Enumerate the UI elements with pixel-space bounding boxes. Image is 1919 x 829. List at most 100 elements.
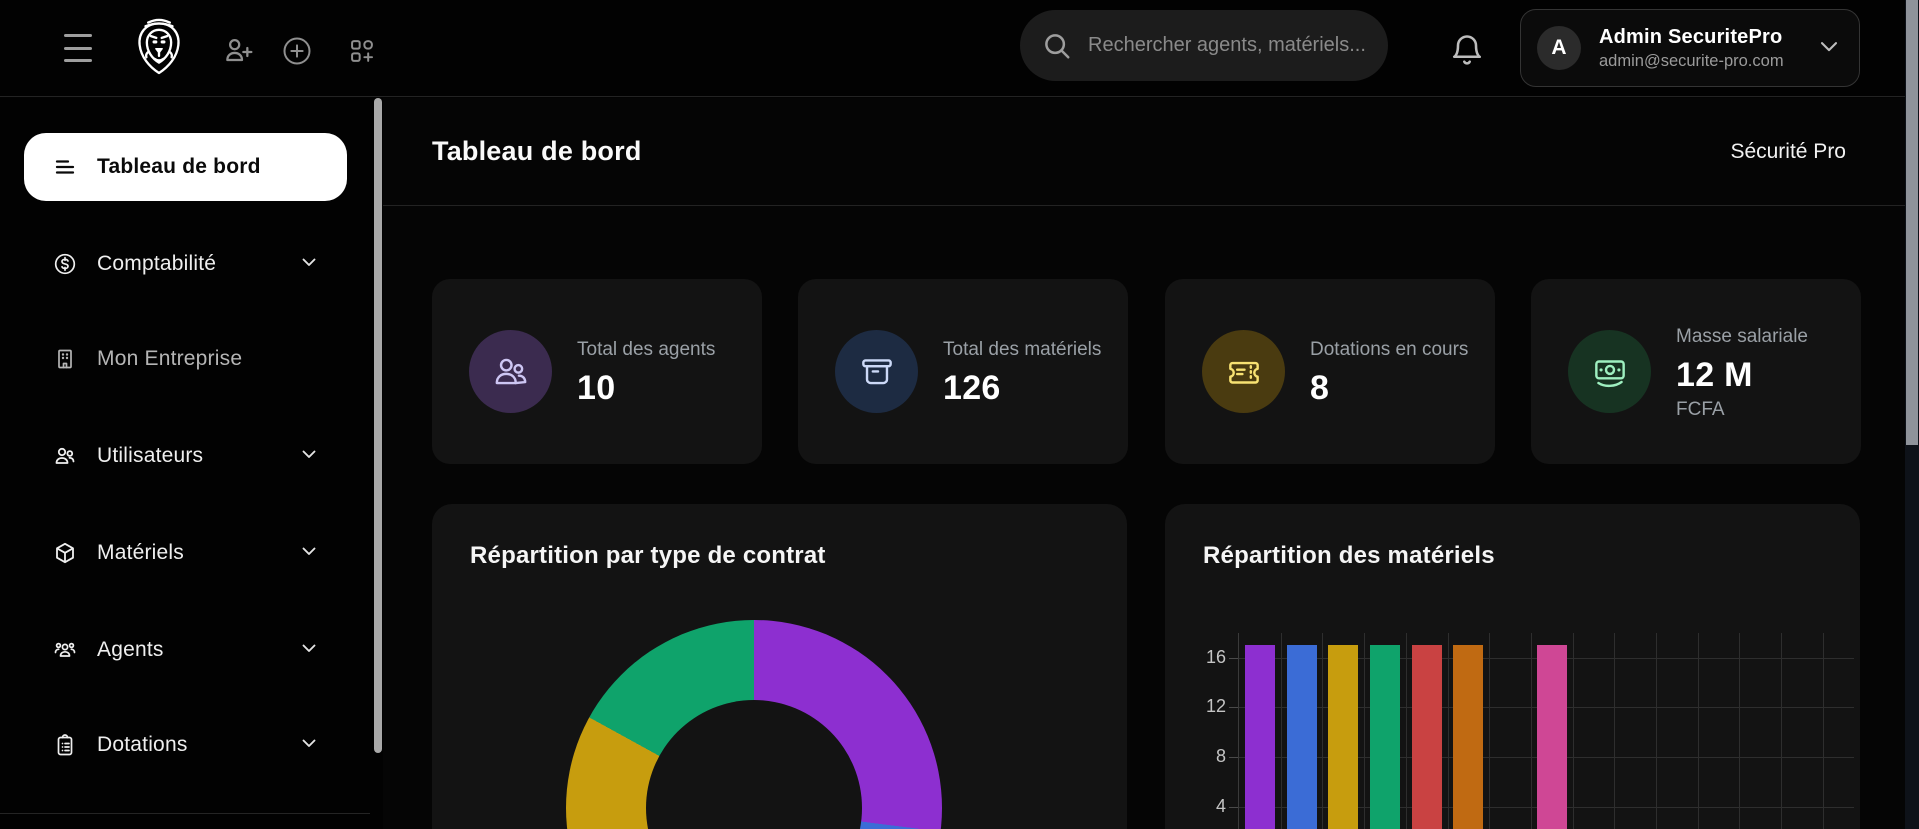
bar-5[interactable] — [1411, 645, 1442, 829]
gridline-x — [1697, 633, 1699, 829]
user-text: Admin SecuritePro admin@securite-pro.com — [1599, 26, 1809, 71]
bar-chart-plot[interactable] — [1238, 633, 1854, 829]
stat-label: Total des agents — [577, 339, 716, 361]
chevron-down-icon — [297, 250, 321, 279]
ticket-icon — [1202, 330, 1285, 413]
search-input[interactable] — [1088, 34, 1366, 57]
gridline-x — [1405, 633, 1407, 829]
user-email: admin@securite-pro.com — [1599, 51, 1784, 70]
y-tick-mark — [1229, 806, 1238, 808]
sidebar-item-agents[interactable]: Agents — [24, 616, 347, 684]
y-tick-mark — [1229, 707, 1238, 709]
chevron-down-icon — [297, 636, 321, 665]
sidebar-item-tableau-de-bord[interactable]: Tableau de bord — [24, 133, 347, 201]
user-name: Admin SecuritePro — [1599, 25, 1783, 48]
y-tick-12: 12 — [1205, 696, 1226, 717]
users-icon — [53, 444, 77, 468]
sidebar-item-label: Dotations — [97, 733, 188, 756]
people-icon — [469, 330, 552, 413]
dashboard-lines-icon — [53, 155, 77, 179]
bar-2[interactable] — [1286, 645, 1317, 829]
gridline-x — [1530, 633, 1532, 829]
sidebar-item-comptabilit-[interactable]: Comptabilité — [24, 230, 347, 298]
bar-8[interactable] — [1536, 645, 1567, 829]
notifications-bell-icon[interactable] — [1444, 28, 1490, 72]
y-tick-8: 8 — [1215, 746, 1226, 766]
gridline-x — [1614, 633, 1616, 829]
apps-grid-add-icon[interactable] — [346, 35, 378, 67]
cube-icon — [53, 541, 77, 565]
sidebar-item-label: Comptabilité — [97, 252, 217, 275]
avatar: A — [1537, 26, 1581, 70]
gridline-x — [1781, 633, 1783, 829]
window-scrollbar[interactable] — [1905, 0, 1919, 829]
sidebar-divider — [0, 813, 370, 814]
stat-card-total-des-agents: Total des agents 10 — [432, 279, 762, 464]
sidebar-scrollbar[interactable] — [374, 98, 382, 753]
sidebar-item-label: Matériels — [97, 541, 184, 564]
gridline-x — [1280, 633, 1282, 829]
bar-6[interactable] — [1453, 645, 1484, 829]
stat-card-masse-salariale: Masse salariale 12 M FCFA — [1531, 279, 1861, 464]
materials-chart-card: Répartition des matériels 4 8 12 16 — [1165, 504, 1860, 829]
sidebar-item-utilisateurs[interactable]: Utilisateurs — [24, 422, 347, 490]
stat-text: Total des matériels 126 — [943, 335, 1121, 407]
agents-icon — [53, 638, 77, 662]
gridline-x — [1447, 633, 1449, 829]
stat-value: 8 — [1310, 368, 1330, 407]
sidebar-item-label: Agents — [97, 638, 164, 661]
bar-4[interactable] — [1369, 645, 1400, 829]
bar-1[interactable] — [1244, 645, 1275, 829]
sidebar-item-label: Tableau de bord — [97, 155, 261, 178]
sidebar-item-label: Utilisateurs — [97, 444, 204, 467]
stat-text: Total des agents 10 — [577, 335, 755, 407]
search-icon — [1042, 31, 1072, 61]
add-person-icon[interactable] — [220, 33, 256, 67]
dollar-circle-icon — [53, 252, 77, 276]
main-content: Tableau de bord Sécurité Pro Total des a… — [383, 98, 1919, 829]
menu-toggle-button[interactable] — [60, 32, 96, 64]
search-bar[interactable] — [1020, 10, 1388, 81]
bar-3[interactable] — [1328, 645, 1359, 829]
gridline-x — [1572, 633, 1574, 829]
chevron-down-icon — [1815, 32, 1843, 65]
stat-value: 12 M — [1676, 355, 1753, 394]
sidebar-item-label: Mon Entreprise — [97, 347, 243, 370]
contract-chart-title: Répartition par type de contrat — [470, 542, 826, 569]
sidebar-item-dotations[interactable]: Dotations — [24, 711, 347, 779]
page-header: Tableau de bord Sécurité Pro — [383, 98, 1905, 206]
company-name: Sécurité Pro — [1730, 140, 1846, 163]
gridline-x — [1364, 633, 1366, 829]
stat-label: Dotations en cours — [1310, 339, 1469, 361]
stat-text: Dotations en cours 8 — [1310, 335, 1488, 407]
window-scrollbar-thumb[interactable] — [1906, 0, 1918, 445]
gridline-x — [1656, 633, 1657, 829]
stat-label: Masse salariale — [1676, 326, 1808, 348]
stat-label: Total des matériels — [943, 339, 1102, 361]
building-icon — [53, 347, 77, 371]
gridline-x — [1489, 633, 1491, 829]
stat-value: 10 — [577, 368, 616, 407]
topbar: A Admin SecuritePro admin@securite-pro.c… — [0, 0, 1919, 97]
stat-unit: FCFA — [1676, 398, 1725, 420]
contract-chart-card: Répartition par type de contrat — [432, 504, 1127, 829]
gridline-x — [1822, 633, 1824, 829]
gridline-x — [1739, 633, 1741, 829]
user-menu[interactable]: A Admin SecuritePro admin@securite-pro.c… — [1520, 9, 1860, 87]
add-circle-icon[interactable] — [281, 35, 313, 67]
page-title: Tableau de bord — [432, 136, 642, 166]
chevron-down-icon — [297, 539, 321, 568]
y-tick-16: 16 — [1205, 646, 1226, 667]
stat-card-dotations-en-cours: Dotations en cours 8 — [1165, 279, 1495, 464]
y-tick-4: 4 — [1215, 795, 1226, 816]
clipboard-icon — [53, 733, 77, 757]
sidebar-item-mat-riels[interactable]: Matériels — [24, 519, 347, 587]
sidebar-item-mon-entreprise[interactable]: Mon Entreprise — [24, 325, 347, 393]
box-icon — [835, 330, 918, 413]
materials-chart-title: Répartition des matériels — [1203, 542, 1495, 569]
chevron-down-icon — [297, 442, 321, 471]
stat-text: Masse salariale 12 M FCFA — [1676, 322, 1854, 420]
banknote-icon — [1568, 330, 1651, 413]
stat-card-total-des-mat-riels: Total des matériels 126 — [798, 279, 1128, 464]
